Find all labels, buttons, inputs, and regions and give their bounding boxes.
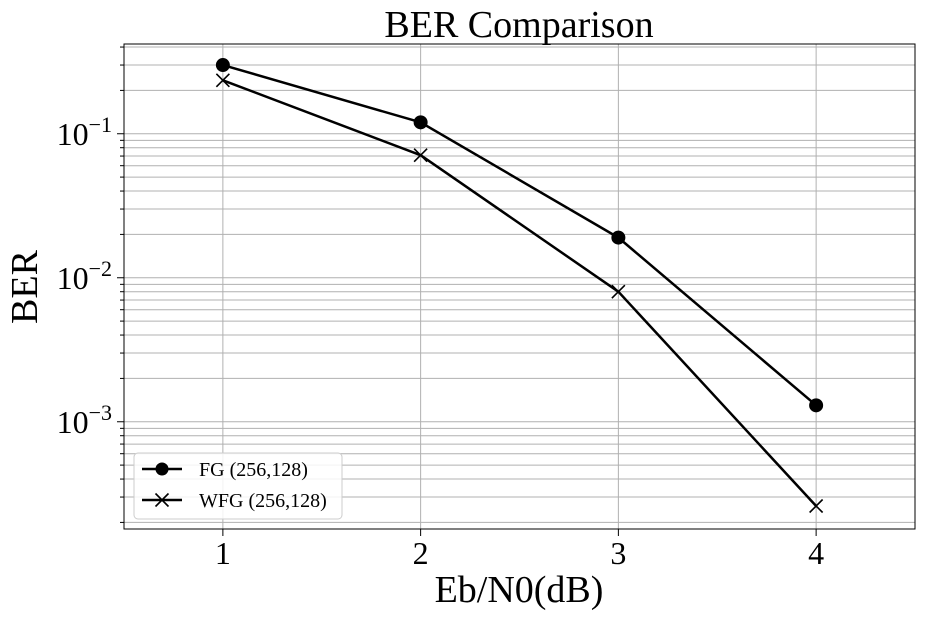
y-tick-exponent: −2	[89, 256, 112, 281]
series-line	[222, 79, 818, 507]
data-point-x	[154, 492, 170, 508]
data-point-circle	[155, 462, 169, 476]
y-tick-base: 10	[57, 404, 89, 440]
data-point-x	[611, 284, 626, 299]
data-point-x	[215, 73, 230, 88]
x-tick-label: 1	[215, 535, 231, 571]
x-tick-label: 2	[413, 535, 429, 571]
data-point-x	[809, 498, 824, 514]
y-tick-exponent: −3	[89, 400, 112, 425]
data-point-circle	[809, 398, 824, 413]
legend-label: WFG (256,128)	[199, 490, 327, 512]
data-point-x	[413, 148, 428, 163]
data-point-circle	[611, 230, 626, 245]
chart-title: BER Comparison	[384, 4, 653, 46]
y-tick-label: 10−1	[57, 112, 112, 152]
series-layer	[215, 58, 824, 514]
series-fg	[215, 58, 824, 413]
series-line	[222, 63, 817, 407]
legend-label: FG (256,128)	[199, 459, 308, 481]
series-wfg	[215, 73, 824, 514]
data-point-circle	[413, 115, 428, 130]
x-tick-label: 4	[808, 535, 824, 571]
y-tick-exponent: −1	[89, 112, 112, 137]
x-tick-label: 3	[610, 535, 626, 571]
y-axis: 10−110−210−3	[57, 46, 124, 523]
x-axis: 1 2 3 4	[215, 529, 824, 571]
y-tick-label: 10−2	[57, 256, 112, 296]
y-tick-base: 10	[57, 260, 89, 296]
legend-box	[133, 452, 343, 520]
x-axis-label: Eb/N0(dB)	[435, 569, 604, 611]
y-axis-label: BER	[4, 249, 46, 324]
legend: FG (256,128) WFG (256,128)	[133, 452, 343, 520]
data-point-circle	[215, 58, 230, 73]
plot-area-frame	[123, 43, 916, 530]
y-tick-label: 10−3	[57, 400, 112, 440]
y-tick-base: 10	[57, 116, 89, 152]
